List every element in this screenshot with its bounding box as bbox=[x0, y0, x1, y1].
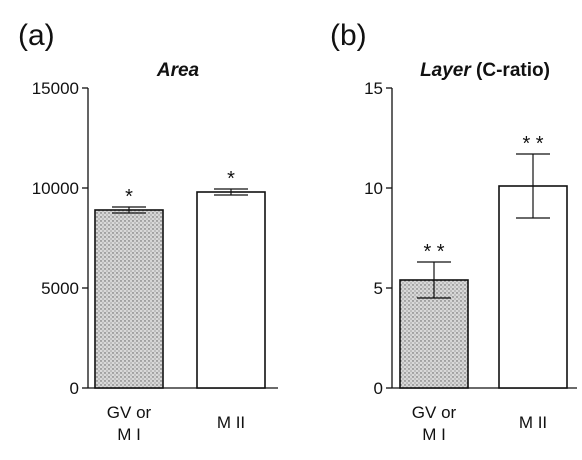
bar-layer-1 bbox=[498, 185, 568, 389]
marks-area: * GV or M I * M II bbox=[94, 168, 266, 444]
panel-label-b: (b) bbox=[330, 19, 367, 52]
bar-area-0 bbox=[94, 209, 164, 389]
y-tick-label-layer: 15 bbox=[364, 79, 383, 98]
category-label-area-0: GV or bbox=[107, 403, 152, 422]
y-tick-label-area: 0 bbox=[70, 379, 79, 398]
significance-marker-layer-1: * * bbox=[522, 133, 543, 155]
y-tick-label-area: 10000 bbox=[32, 179, 79, 198]
chart-title-area: Area bbox=[156, 60, 200, 81]
category-label-layer-1: M II bbox=[519, 413, 547, 432]
category-label-area-0: M I bbox=[117, 425, 141, 444]
significance-marker-area-0: * bbox=[125, 186, 133, 208]
marks-layer: * * GV or M I * * M II bbox=[399, 133, 568, 444]
axes-layer: 0 5 10 15 bbox=[364, 79, 577, 398]
y-tick-label-layer: 5 bbox=[374, 279, 383, 298]
chart-panel-area: (a) Area 0 5000 10000 15000 * GV or M I * M II bbox=[18, 19, 278, 444]
chart-title-layer: Layer (C-ratio) bbox=[420, 60, 550, 81]
category-label-area-1: M II bbox=[217, 413, 245, 432]
category-label-layer-0: M I bbox=[422, 425, 446, 444]
significance-marker-layer-0: * * bbox=[423, 241, 444, 263]
y-tick-label-layer: 10 bbox=[364, 179, 383, 198]
y-tick-label-area: 15000 bbox=[32, 79, 79, 98]
y-tick-label-layer: 0 bbox=[374, 379, 383, 398]
bar-area-1 bbox=[196, 191, 266, 389]
panel-label-a: (a) bbox=[18, 19, 55, 52]
category-label-layer-0: GV or bbox=[412, 403, 457, 422]
significance-marker-area-1: * bbox=[227, 168, 235, 190]
y-tick-label-area: 5000 bbox=[41, 279, 79, 298]
